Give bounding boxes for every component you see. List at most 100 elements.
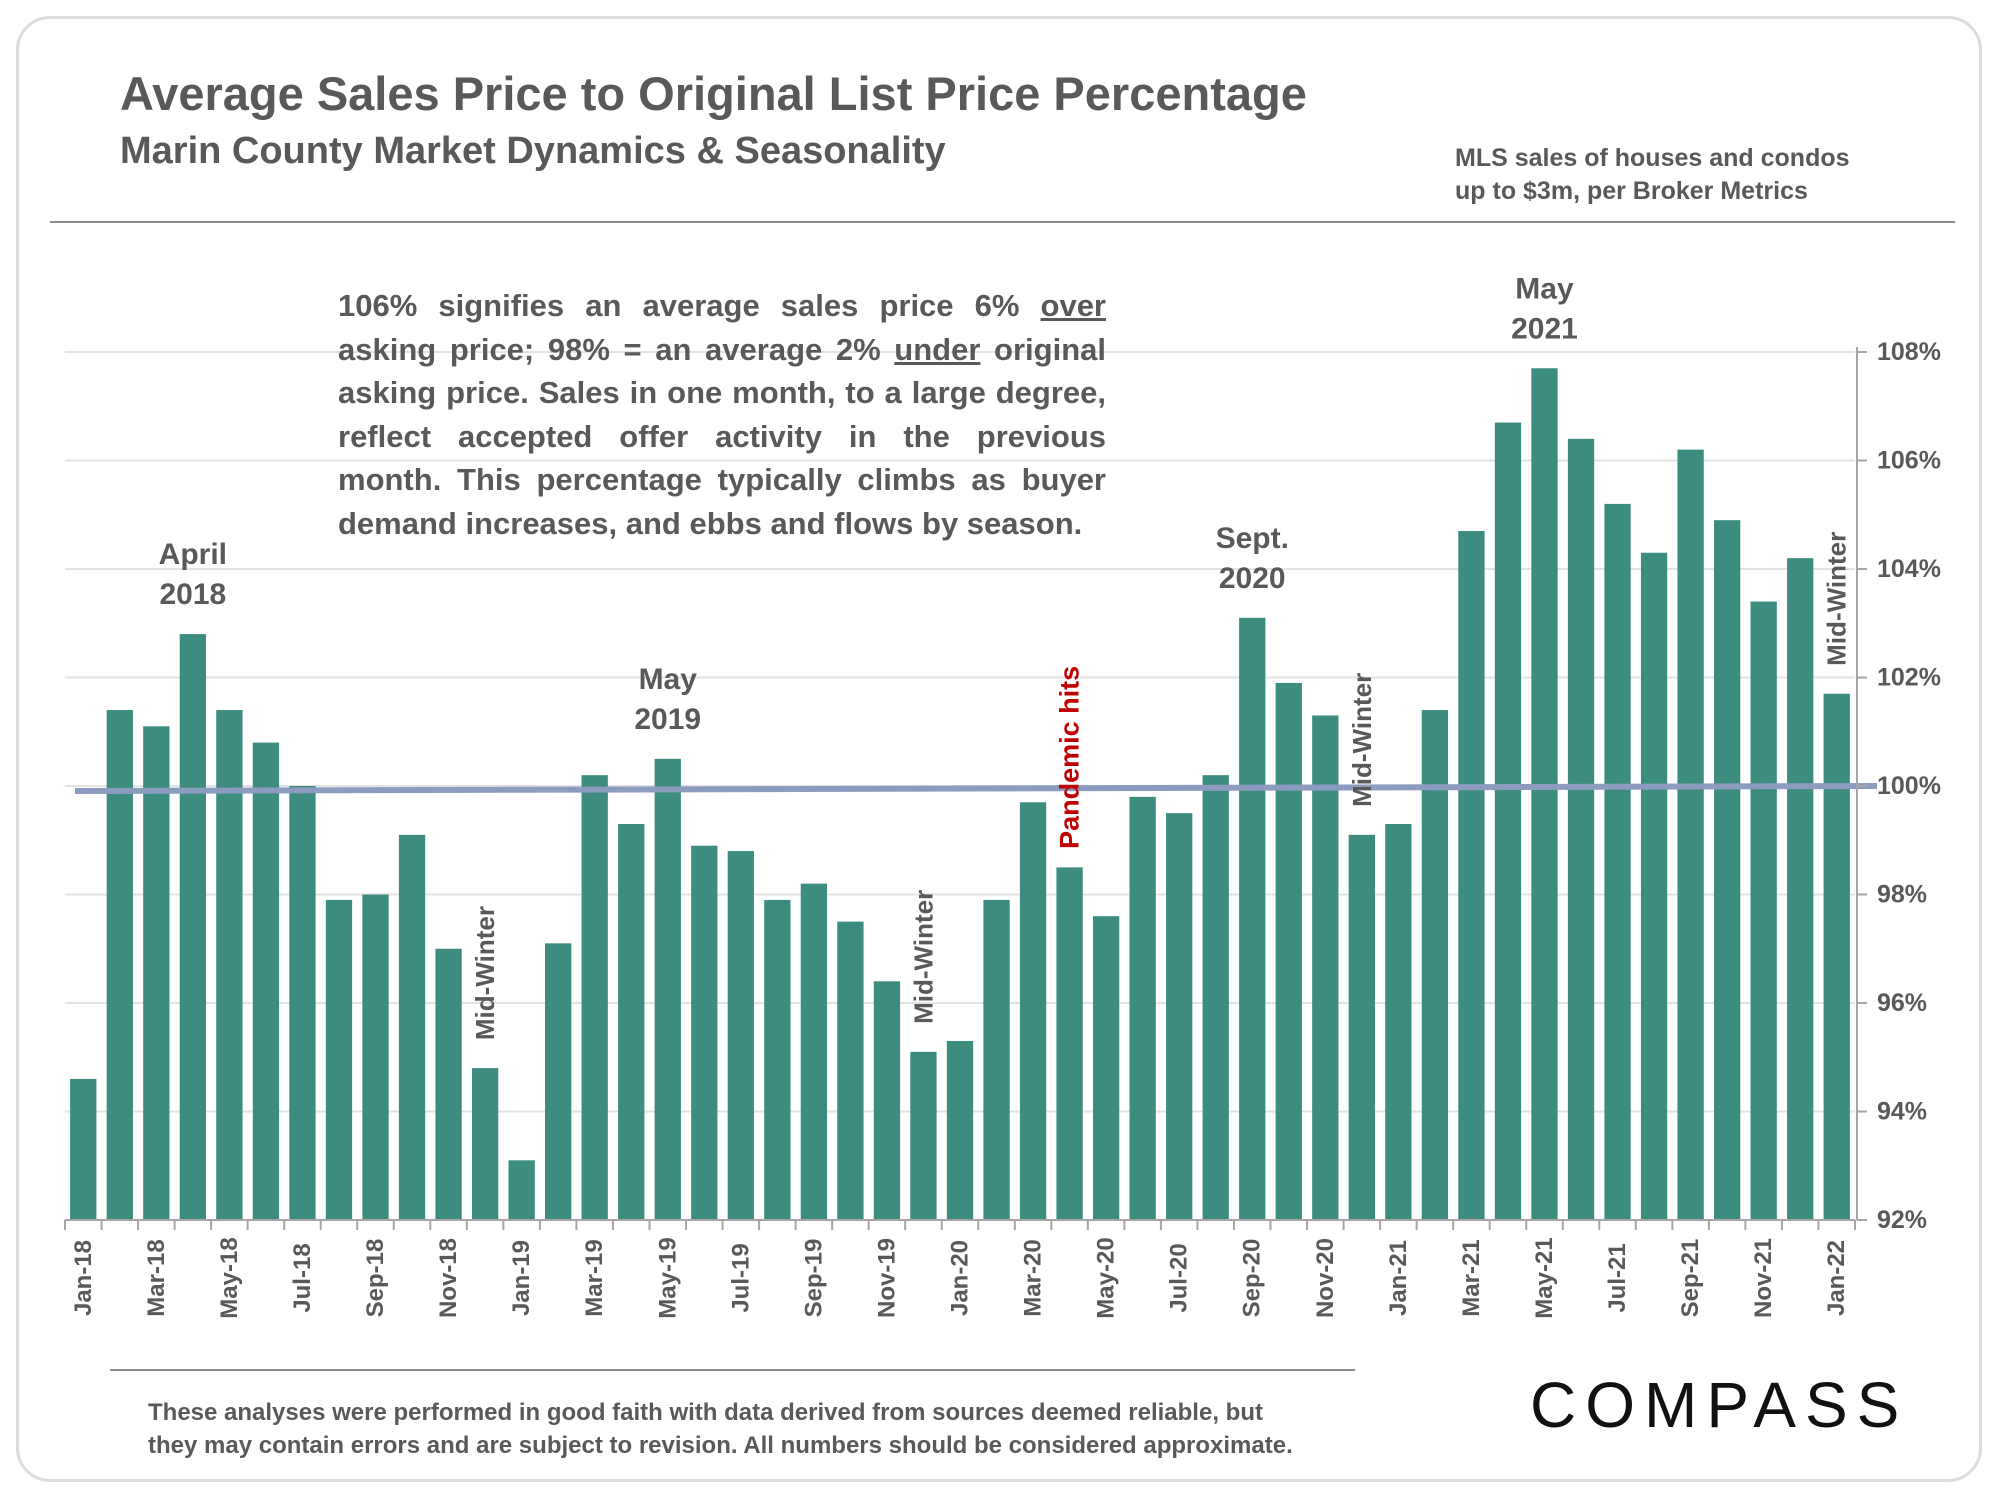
bar — [581, 775, 608, 1220]
bar — [1275, 682, 1302, 1220]
bar — [873, 981, 901, 1220]
bar — [143, 726, 170, 1220]
bar — [1531, 368, 1558, 1220]
header-divider — [50, 221, 1955, 223]
mid-winter-annotation: Mid-Winter — [1347, 673, 1377, 807]
x-tick-label: May-20 — [1093, 1237, 1120, 1318]
annotation-label: 2019 — [634, 703, 701, 736]
x-tick-label: May-18 — [216, 1237, 243, 1318]
bar — [252, 742, 280, 1220]
x-tick-label: Jan-22 — [1823, 1240, 1850, 1316]
bar — [1677, 449, 1704, 1220]
bar — [362, 894, 389, 1220]
bar — [545, 943, 572, 1220]
bar — [1239, 617, 1266, 1220]
mid-winter-annotation: Mid-Winter — [908, 890, 938, 1024]
x-tick-label: Mar-19 — [581, 1239, 608, 1316]
annotation-label: 2018 — [159, 578, 226, 611]
explanatory-note: 106% signifies an average sales price 6%… — [338, 284, 1106, 545]
bar — [983, 899, 1010, 1220]
bar — [1202, 775, 1229, 1220]
bar — [1129, 796, 1156, 1220]
x-tick-label: Jul-20 — [1166, 1243, 1193, 1312]
bar — [216, 710, 243, 1220]
bar — [1385, 823, 1412, 1220]
bar — [1421, 710, 1449, 1220]
compass-logo: COMPASS — [1530, 1369, 1909, 1441]
footer-divider — [110, 1369, 1355, 1371]
bar — [654, 758, 681, 1220]
x-tick-label: Sep-18 — [362, 1239, 389, 1318]
bar — [618, 823, 645, 1220]
bar — [508, 1160, 535, 1220]
bar — [800, 883, 828, 1220]
source-line-1: MLS sales of houses and condos — [1455, 144, 1850, 172]
bar — [910, 1051, 937, 1220]
annotation-label: Sept. — [1216, 522, 1289, 555]
x-tick-label: Mar-20 — [1020, 1239, 1047, 1316]
bar — [179, 634, 207, 1220]
source-line-2: up to $3m, per Broker Metrics — [1455, 177, 1808, 205]
annotation-label: May — [1515, 272, 1574, 305]
note-text-2: asking price; 98% = an average 2% — [338, 331, 895, 367]
bar — [1640, 552, 1668, 1220]
bar — [289, 786, 316, 1220]
source-note: MLS sales of houses and condos up to $3m… — [1455, 142, 1850, 208]
bar — [325, 899, 353, 1220]
x-tick-label: Jul-21 — [1604, 1243, 1631, 1312]
bar — [1166, 813, 1193, 1220]
bar — [398, 834, 426, 1220]
bar — [1787, 558, 1814, 1220]
bar — [70, 1078, 97, 1220]
x-tick-label: Jan-21 — [1385, 1240, 1412, 1316]
y-tick-label: 92% — [1877, 1206, 1927, 1234]
x-tick-label: Nov-19 — [873, 1238, 900, 1318]
chart-subtitle: Marin County Market Dynamics & Seasonali… — [120, 130, 946, 172]
chart-title: Average Sales Price to Original List Pri… — [120, 67, 1307, 120]
y-tick-label: 100% — [1877, 772, 1941, 800]
bar — [1494, 422, 1522, 1220]
y-tick-label: 106% — [1877, 447, 1941, 475]
bar — [1823, 693, 1850, 1220]
annotation-label: April — [159, 538, 227, 571]
disclaimer: These analyses were performed in good fa… — [148, 1396, 1293, 1462]
pandemic-annotation: Pandemic hits — [1055, 666, 1085, 849]
x-tick-label: May-21 — [1531, 1237, 1558, 1318]
disclaimer-line-1: These analyses were performed in good fa… — [148, 1399, 1263, 1426]
bar — [106, 710, 133, 1220]
disclaimer-line-2: they may contain errors and are subject … — [148, 1432, 1293, 1459]
bar — [435, 948, 462, 1220]
x-tick-label: Jul-19 — [727, 1243, 754, 1312]
x-tick-label: Nov-18 — [435, 1238, 462, 1318]
y-tick-label: 104% — [1877, 555, 1941, 583]
bar — [837, 921, 864, 1220]
note-text-1: 106% signifies an average sales price 6% — [338, 288, 1041, 323]
x-tick-label: Sep-19 — [800, 1239, 827, 1318]
bar — [1567, 438, 1595, 1220]
annotation-label: 2021 — [1511, 312, 1578, 345]
bar — [691, 845, 718, 1220]
bar — [1604, 503, 1631, 1220]
note-over: over — [1040, 288, 1106, 323]
y-tick-label: 94% — [1877, 1098, 1927, 1126]
y-tick-label: 98% — [1877, 881, 1927, 909]
y-tick-label: 96% — [1877, 989, 1927, 1017]
bar — [1458, 531, 1485, 1220]
y-tick-label: 102% — [1877, 664, 1941, 692]
x-tick-label: Jan-19 — [508, 1240, 535, 1316]
bar — [1713, 520, 1741, 1220]
bar — [1312, 715, 1339, 1220]
x-tick-label: Jul-18 — [289, 1243, 316, 1312]
mid-winter-annotation: Mid-Winter — [1822, 532, 1852, 666]
x-tick-label: Nov-20 — [1312, 1238, 1339, 1318]
x-tick-label: Jan-18 — [70, 1240, 97, 1316]
bar — [946, 1040, 974, 1220]
reference-line — [74, 783, 1878, 794]
bar — [1019, 802, 1047, 1220]
mid-winter-annotation: Mid-Winter — [470, 906, 500, 1040]
x-tick-label: Jan-20 — [947, 1240, 974, 1316]
bar — [764, 899, 791, 1220]
bar — [1750, 601, 1777, 1220]
bar — [1092, 916, 1120, 1220]
